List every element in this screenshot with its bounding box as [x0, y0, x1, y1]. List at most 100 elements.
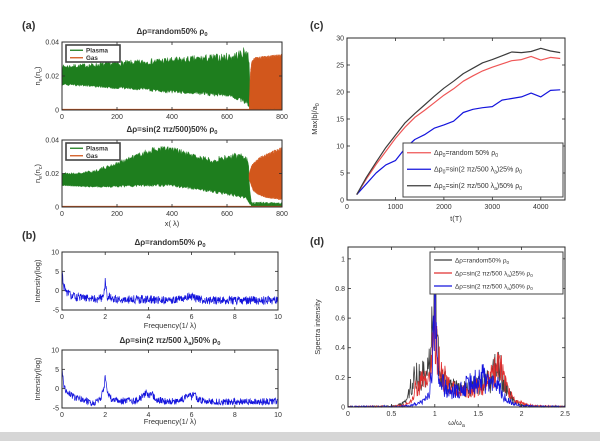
svg-text:800: 800 — [276, 211, 288, 218]
svg-text:Δρ=random50% ρ0: Δρ=random50% ρ0 — [134, 238, 205, 249]
svg-text:Intensity(log): Intensity(log) — [33, 259, 42, 302]
svg-text:4: 4 — [146, 412, 150, 419]
svg-text:3000: 3000 — [485, 204, 501, 211]
svg-text:0: 0 — [55, 386, 59, 393]
svg-text:0: 0 — [60, 314, 64, 321]
svg-text:10: 10 — [274, 412, 282, 419]
svg-text:0.6: 0.6 — [335, 316, 345, 323]
svg-text:0: 0 — [346, 411, 350, 418]
svg-text:2: 2 — [103, 314, 107, 321]
svg-text:30: 30 — [336, 36, 344, 43]
svg-text:5: 5 — [55, 367, 59, 374]
svg-text:1: 1 — [433, 411, 437, 418]
svg-text:10: 10 — [51, 250, 59, 257]
svg-text:ω/ωa: ω/ωa — [448, 418, 465, 429]
svg-text:0: 0 — [341, 405, 345, 412]
svg-text:Spectra intensity: Spectra intensity — [313, 299, 322, 355]
svg-text:20: 20 — [336, 90, 344, 97]
svg-text:Intensity(log): Intensity(log) — [33, 357, 42, 400]
panel-label-b: (b) — [22, 230, 37, 242]
svg-text:2.5: 2.5 — [560, 411, 570, 418]
svg-text:0.02: 0.02 — [45, 171, 59, 178]
legend-c: Δρ0=random 50% ρ0 Δρ0=sin(2 πz/500 λa)25%… — [402, 142, 564, 198]
panel-label-a: (a) — [22, 20, 36, 32]
legend-d: Δρ=random50% ρ0 Δρ=sin(2 πz/500 λa)25% ρ0… — [429, 251, 564, 295]
svg-text:0: 0 — [55, 288, 59, 295]
svg-text:0: 0 — [60, 412, 64, 419]
svg-text:1.5: 1.5 — [473, 411, 483, 418]
svg-text:Δρ=random50% ρ0: Δρ=random50% ρ0 — [455, 257, 510, 265]
svg-text:0.2: 0.2 — [335, 375, 345, 382]
svg-text:0: 0 — [340, 198, 344, 205]
svg-text:0.5: 0.5 — [387, 411, 397, 418]
svg-text:Δρ=random50% ρ0: Δρ=random50% ρ0 — [136, 27, 207, 38]
svg-text:t(T): t(T) — [450, 214, 462, 223]
svg-text:0.02: 0.02 — [45, 74, 59, 81]
svg-text:0.8: 0.8 — [335, 286, 345, 293]
svg-text:0.4: 0.4 — [335, 345, 345, 352]
svg-text:Plasma: Plasma — [86, 146, 109, 153]
svg-text:0: 0 — [60, 211, 64, 218]
svg-text:200: 200 — [111, 114, 123, 121]
svg-text:600: 600 — [221, 114, 233, 121]
svg-text:Δρ=sin(2 πz/500 λa)50% ρ0: Δρ=sin(2 πz/500 λa)50% ρ0 — [120, 336, 221, 347]
svg-text:Δρ0=random 50% ρ0: Δρ0=random 50% ρ0 — [434, 150, 498, 159]
svg-text:Gas: Gas — [86, 153, 98, 160]
svg-text:10: 10 — [51, 348, 59, 355]
svg-text:1000: 1000 — [388, 204, 404, 211]
panel-a-bottom: 0 200 400 600 800 0 0.02 0.04 Δρ=sin(2 πz/500)50… — [33, 125, 288, 228]
svg-text:400: 400 — [166, 114, 178, 121]
svg-text:2: 2 — [520, 411, 524, 418]
svg-text:1: 1 — [341, 256, 345, 263]
svg-text:0: 0 — [60, 114, 64, 121]
svg-text:200: 200 — [111, 211, 123, 218]
svg-text:ne(nc): ne(nc) — [33, 163, 44, 183]
svg-text:6: 6 — [190, 412, 194, 419]
svg-text:0: 0 — [55, 205, 59, 212]
svg-text:25: 25 — [336, 63, 344, 70]
svg-text:Frequency(1/ λ): Frequency(1/ λ) — [144, 417, 197, 426]
svg-text:Δρ=sin(2 πz/500 λa)50% ρ0: Δρ=sin(2 πz/500 λa)50% ρ0 — [455, 283, 533, 291]
svg-text:8: 8 — [233, 412, 237, 419]
svg-text:Δρ=sin(2 πz/500)50% ρ0: Δρ=sin(2 πz/500)50% ρ0 — [126, 125, 217, 136]
svg-text:-5: -5 — [53, 308, 59, 315]
svg-text:Δρ0=sin(2 πz/500 λa)25% ρ0: Δρ0=sin(2 πz/500 λa)25% ρ0 — [434, 167, 522, 176]
panel-d: 0 0.5 1 1.5 2 2.5 0 0.2 0.4 0.6 0.8 1 ω/ωa Spectra in… — [313, 246, 570, 429]
svg-text:2: 2 — [103, 412, 107, 419]
svg-text:0.04: 0.04 — [45, 40, 59, 47]
window-bottom-strip — [0, 432, 600, 441]
svg-text:2000: 2000 — [436, 204, 452, 211]
svg-text:5: 5 — [55, 269, 59, 276]
svg-text:0: 0 — [345, 204, 349, 211]
panel-a-top: 0 200 400 600 800 0 0.02 0.04 Δρ=random50% ρ0 ne(… — [33, 27, 288, 121]
svg-text:15: 15 — [336, 117, 344, 124]
svg-text:600: 600 — [221, 211, 233, 218]
svg-text:Δρ=sin(2 πz/500 λa)25% ρ0: Δρ=sin(2 πz/500 λa)25% ρ0 — [455, 270, 533, 278]
svg-text:8: 8 — [233, 314, 237, 321]
svg-text:ne(nc): ne(nc) — [33, 66, 44, 86]
svg-text:Frequency(1/ λ): Frequency(1/ λ) — [144, 321, 197, 330]
svg-text:Max|b|/a0: Max|b|/a0 — [310, 103, 321, 135]
svg-text:10: 10 — [336, 144, 344, 151]
svg-text:6: 6 — [190, 314, 194, 321]
svg-text:4000: 4000 — [533, 204, 549, 211]
panel-c: 0 1000 2000 3000 4000 0 5 10 15 20 25 30 t(T) Max|b|/… — [310, 36, 566, 223]
svg-text:4: 4 — [146, 314, 150, 321]
svg-text:0.04: 0.04 — [45, 138, 59, 145]
panel-label-d: (d) — [310, 236, 325, 248]
svg-text:Δρ0=sin(2 πz/500 λa)50% ρ0: Δρ0=sin(2 πz/500 λa)50% ρ0 — [434, 183, 522, 192]
svg-text:x( λ): x( λ) — [165, 219, 180, 228]
svg-text:5: 5 — [340, 171, 344, 178]
svg-text:Plasma: Plasma — [86, 48, 109, 55]
svg-text:10: 10 — [274, 314, 282, 321]
svg-text:800: 800 — [276, 114, 288, 121]
svg-text:Gas: Gas — [86, 55, 98, 62]
svg-text:0: 0 — [55, 108, 59, 115]
panel-label-c: (c) — [310, 20, 324, 32]
